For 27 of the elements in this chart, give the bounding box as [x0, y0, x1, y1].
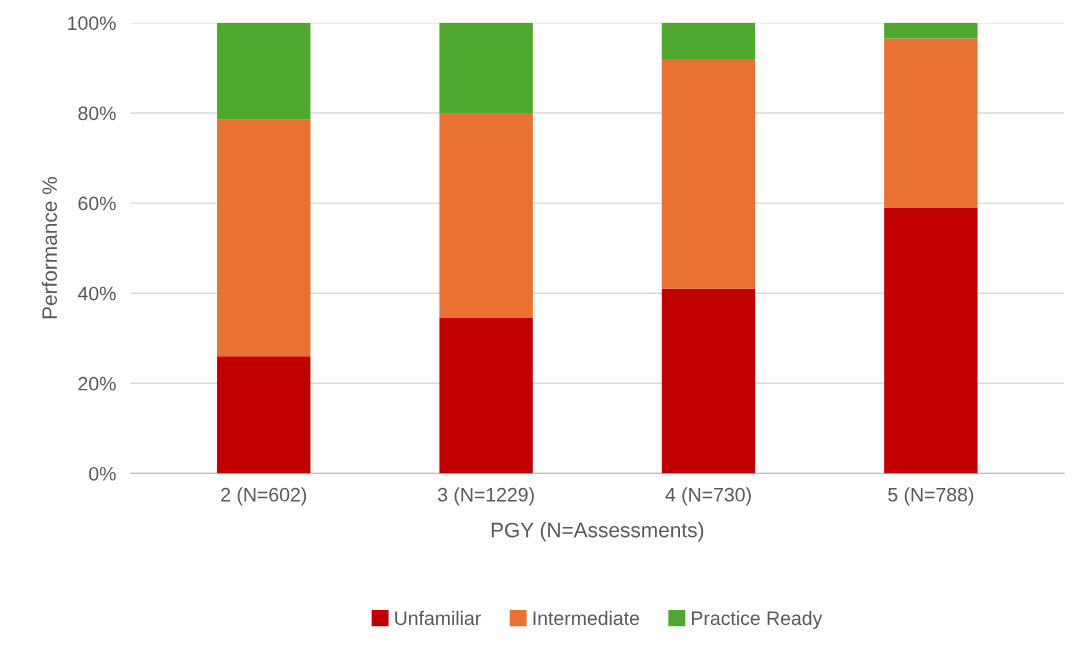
bar	[661, 288, 756, 474]
legend-label: Practice Ready	[692, 610, 823, 629]
legend-label: Intermediate	[533, 610, 640, 626]
y-axis-title: Performance %	[41, 177, 58, 319]
x-axis-title: PGY (N=Assessments)	[491, 522, 704, 542]
y-tick-label: 60%	[78, 196, 116, 211]
bar	[217, 119, 311, 357]
y-tick-label: 100%	[68, 16, 116, 31]
y-tick-label: 0%	[89, 466, 116, 481]
bar	[439, 22, 533, 113]
bar	[439, 112, 533, 318]
x-tick-label: 2 (N=602)	[221, 487, 307, 506]
y-tick-label: 20%	[78, 376, 116, 391]
bar	[661, 22, 756, 59]
bar	[661, 58, 756, 289]
bar	[217, 22, 311, 120]
bar	[217, 356, 311, 474]
bar	[439, 317, 533, 474]
bar	[884, 22, 978, 39]
bar	[884, 38, 978, 208]
bar	[884, 207, 978, 474]
x-tick-label: 5 (N=788)	[888, 487, 974, 506]
x-tick-label: 4 (N=730)	[665, 487, 751, 506]
y-tick-label: 40%	[77, 286, 116, 301]
x-tick-label: 3 (N=1229)	[437, 487, 534, 506]
y-tick-label: 80%	[78, 106, 116, 121]
legend-label: Unfamiliar	[395, 610, 481, 626]
